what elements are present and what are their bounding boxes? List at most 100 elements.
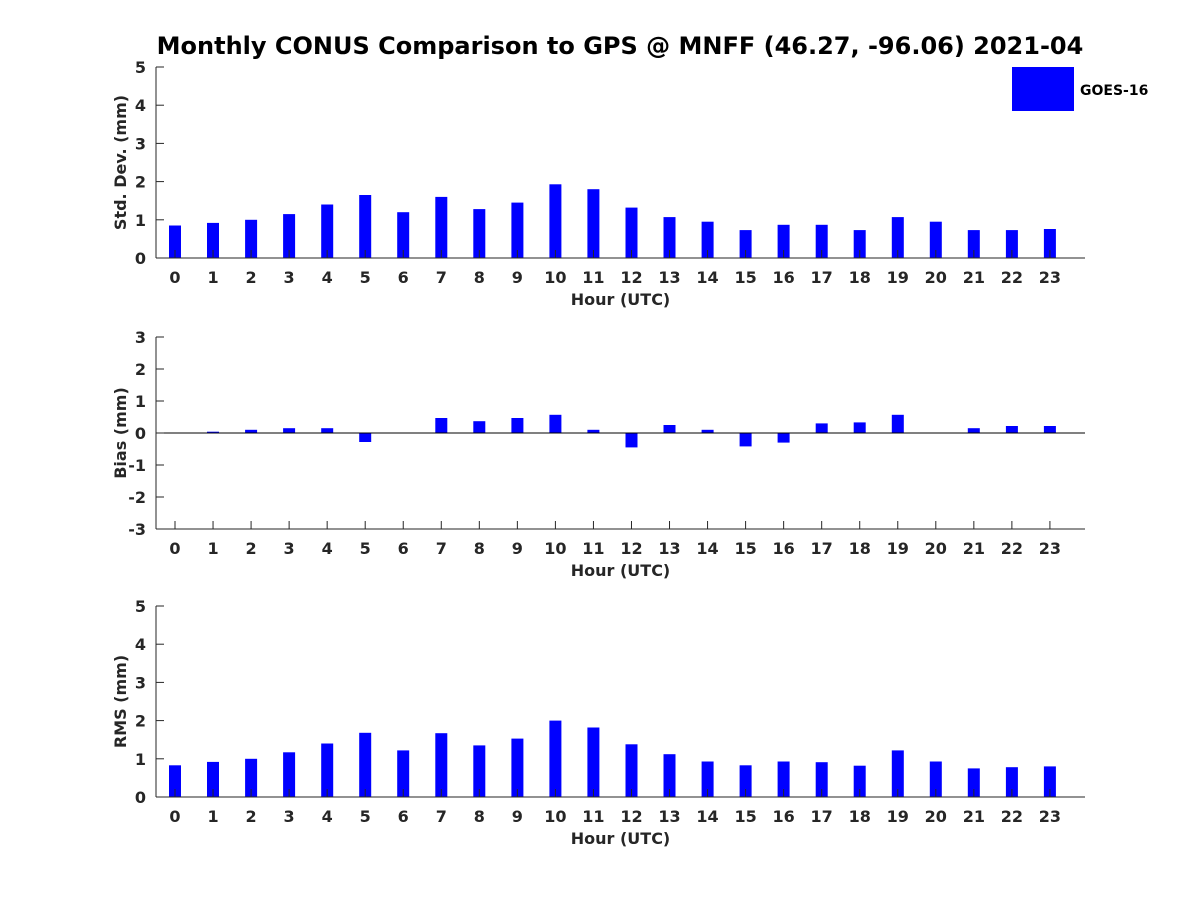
x-tick-label: 18 <box>849 807 871 826</box>
y-tick-label: 1 <box>135 392 146 411</box>
y-tick-label: 3 <box>135 673 146 692</box>
bar-hour-16 <box>777 433 790 443</box>
bar-hour-8 <box>473 421 486 433</box>
legend: GOES-16 <box>1012 67 1148 111</box>
bar-hour-10 <box>549 414 562 433</box>
bar-hour-20 <box>929 221 942 258</box>
bar-hour-12 <box>625 433 638 448</box>
x-tick-label: 1 <box>207 539 218 558</box>
x-tick-label: 12 <box>620 539 642 558</box>
bar-hour-7 <box>435 733 448 797</box>
x-tick-label: 1 <box>207 268 218 287</box>
bar-hour-23 <box>1043 766 1056 797</box>
x-tick-label: 13 <box>658 268 680 287</box>
bar-hour-17 <box>815 423 828 433</box>
x-tick-label: 23 <box>1039 807 1061 826</box>
bar-hour-2 <box>245 429 258 433</box>
bar-hour-20 <box>929 761 942 797</box>
x-tick-label: 0 <box>169 539 180 558</box>
y-tick-label: 5 <box>135 58 146 77</box>
x-tick-label: 13 <box>658 539 680 558</box>
bar-hour-1 <box>207 761 219 797</box>
x-tick-label: 22 <box>1001 807 1023 826</box>
x-tick-label: 10 <box>544 268 566 287</box>
y-tick-label: -1 <box>128 456 146 475</box>
bar-hour-6 <box>397 750 410 797</box>
bar-hour-0 <box>169 225 181 258</box>
x-tick-label: 23 <box>1039 268 1061 287</box>
x-tick-label: 17 <box>811 807 833 826</box>
y-tick-label: 2 <box>135 712 146 731</box>
bar-hour-1 <box>207 222 219 258</box>
y-tick-label: 3 <box>135 328 146 347</box>
x-tick-label: 20 <box>925 807 947 826</box>
bar-hour-15 <box>739 765 752 797</box>
bar-hour-7 <box>435 418 448 433</box>
bar-hour-23 <box>1043 229 1056 258</box>
bar-hour-10 <box>549 720 562 797</box>
x-tick-label: 21 <box>963 807 985 826</box>
x-tick-label: 20 <box>925 268 947 287</box>
x-tick-label: 8 <box>474 268 485 287</box>
x-tick-label: 10 <box>544 539 566 558</box>
bar-hour-21 <box>967 230 980 258</box>
bar-hour-22 <box>1005 767 1018 797</box>
x-tick-label: 19 <box>887 268 909 287</box>
y-tick-label: -3 <box>128 520 146 539</box>
x-tick-label: 0 <box>169 268 180 287</box>
x-tick-label: 11 <box>582 268 604 287</box>
y-tick-label: 0 <box>135 424 146 443</box>
bar-hour-12 <box>625 744 638 797</box>
bar-hour-13 <box>663 754 676 797</box>
legend-label: GOES-16 <box>1080 83 1148 99</box>
bar-hour-11 <box>587 429 600 433</box>
x-tick-label: 19 <box>887 807 909 826</box>
y-tick-label: 5 <box>135 597 146 616</box>
bar-hour-14 <box>701 761 714 797</box>
x-tick-label: 3 <box>284 807 295 826</box>
x-tick-label: 10 <box>544 807 566 826</box>
bar-hour-19 <box>891 414 904 433</box>
bar-hour-15 <box>739 433 752 447</box>
x-tick-label: 4 <box>322 268 333 287</box>
y-tick-label: 0 <box>135 788 146 807</box>
x-tick-label: 15 <box>734 539 756 558</box>
bar-hour-14 <box>701 429 714 433</box>
x-tick-label: 22 <box>1001 539 1023 558</box>
x-tick-label: 5 <box>360 807 371 826</box>
bar-hour-11 <box>587 189 600 258</box>
x-tick-label: 20 <box>925 539 947 558</box>
bar-hour-16 <box>777 224 790 258</box>
x-axis-label: Hour (UTC) <box>571 290 671 309</box>
bar-hour-22 <box>1005 426 1018 433</box>
bar-hour-9 <box>511 738 524 797</box>
bar-hour-11 <box>587 727 600 797</box>
x-tick-label: 23 <box>1039 539 1061 558</box>
bar-hour-10 <box>549 184 562 258</box>
bar-hour-15 <box>739 230 752 258</box>
y-tick-label: 1 <box>135 750 146 769</box>
legend-swatch <box>1012 67 1074 111</box>
chart-title: Monthly CONUS Comparison to GPS @ MNFF (… <box>157 32 1084 60</box>
x-axis-label: Hour (UTC) <box>571 561 671 580</box>
x-tick-label: 21 <box>963 539 985 558</box>
x-tick-label: 11 <box>582 539 604 558</box>
x-tick-label: 6 <box>398 268 409 287</box>
y-tick-label: 1 <box>135 211 146 230</box>
x-tick-label: 18 <box>849 539 871 558</box>
y-tick-label: 4 <box>135 635 146 654</box>
bar-hour-5 <box>359 195 372 258</box>
x-tick-label: 16 <box>773 539 795 558</box>
x-tick-label: 5 <box>360 539 371 558</box>
x-tick-label: 2 <box>246 268 257 287</box>
y-tick-label: 3 <box>135 134 146 153</box>
bar-hour-21 <box>967 768 980 797</box>
x-tick-label: 9 <box>512 807 523 826</box>
bar-hour-4 <box>321 743 334 797</box>
x-tick-label: 2 <box>246 807 257 826</box>
x-tick-label: 3 <box>284 268 295 287</box>
